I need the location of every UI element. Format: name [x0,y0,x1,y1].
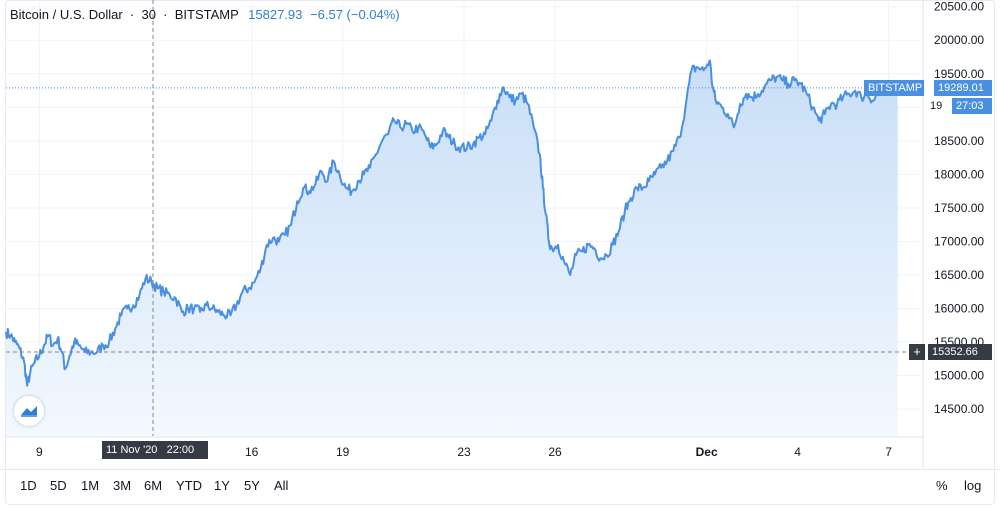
range-button-all[interactable]: All [274,478,289,493]
y-tick-label: 15000.00 [934,369,984,383]
interval: 30 [141,7,156,22]
y-tick-label: 17500.00 [934,201,984,215]
crosshair-date-tag: 11 Nov '20 22:00 [102,441,208,459]
range-button-1d[interactable]: 1D [20,478,37,493]
chart-frame [5,0,995,505]
y-tick-label: 17000.00 [934,234,984,248]
last-price-tag: 19289.01 [934,79,992,96]
exchange: BITSTAMP [174,7,239,22]
price-area [6,60,898,437]
range-button-6m[interactable]: 6M [144,478,163,493]
x-tick-label: 4 [794,445,801,459]
tradingview-logo-icon[interactable] [14,396,44,426]
y-tick-label: 16500.00 [934,268,984,282]
range-button-1y[interactable]: 1Y [214,478,230,493]
partial-price-label: 19 [928,97,952,114]
x-tick-label: 16 [245,445,259,459]
time-axis[interactable]: 9 16 19 23 26 Dec 4 7 [36,445,892,459]
price-line [5,59,899,387]
crosshair-price-tag: 15352.66 [928,343,992,360]
countdown-tag: 27:03 [952,97,992,114]
y-tick-label: 20000.00 [934,33,984,47]
x-tick-label: 9 [36,445,43,459]
x-tick-label: 23 [457,445,471,459]
bottom-toolbar [0,469,1000,506]
add-alert-plus-icon[interactable]: + [909,343,925,360]
exchange-price-label: BITSTAMP [864,79,924,96]
range-button-5y[interactable]: 5Y [244,478,260,493]
y-tick-label: 16000.00 [934,302,984,316]
range-button-5d[interactable]: 5D [50,478,67,493]
percent-scale-toggle[interactable]: % [936,478,948,493]
price-change: −6.57 (−0.04%) [310,7,400,22]
y-tick-label: 18500.00 [934,134,984,148]
log-scale-toggle[interactable]: log [964,478,982,493]
x-tick-label: 7 [885,445,892,459]
x-tick-label: 26 [548,445,562,459]
y-tick-label: 14500.00 [934,402,984,416]
y-tick-label: 20500.00 [934,0,984,14]
price-axis[interactable]: 14500.0015000.0015500.0016000.0016500.00… [934,0,984,416]
x-tick-label: Dec [696,445,718,459]
range-button-1m[interactable]: 1M [81,478,100,493]
symbol-legend[interactable]: Bitcoin / U.S. Dollar · 30 · BITSTAMP 15… [10,7,400,22]
y-tick-label: 18000.00 [934,167,984,181]
range-button-3m[interactable]: 3M [113,478,132,493]
symbol-name: Bitcoin / U.S. Dollar [10,7,123,22]
range-button-ytd[interactable]: YTD [176,478,202,493]
last-price: 15827.93 [248,7,303,22]
x-tick-label: 19 [336,445,350,459]
y-tick-label: 19500.00 [934,67,984,81]
